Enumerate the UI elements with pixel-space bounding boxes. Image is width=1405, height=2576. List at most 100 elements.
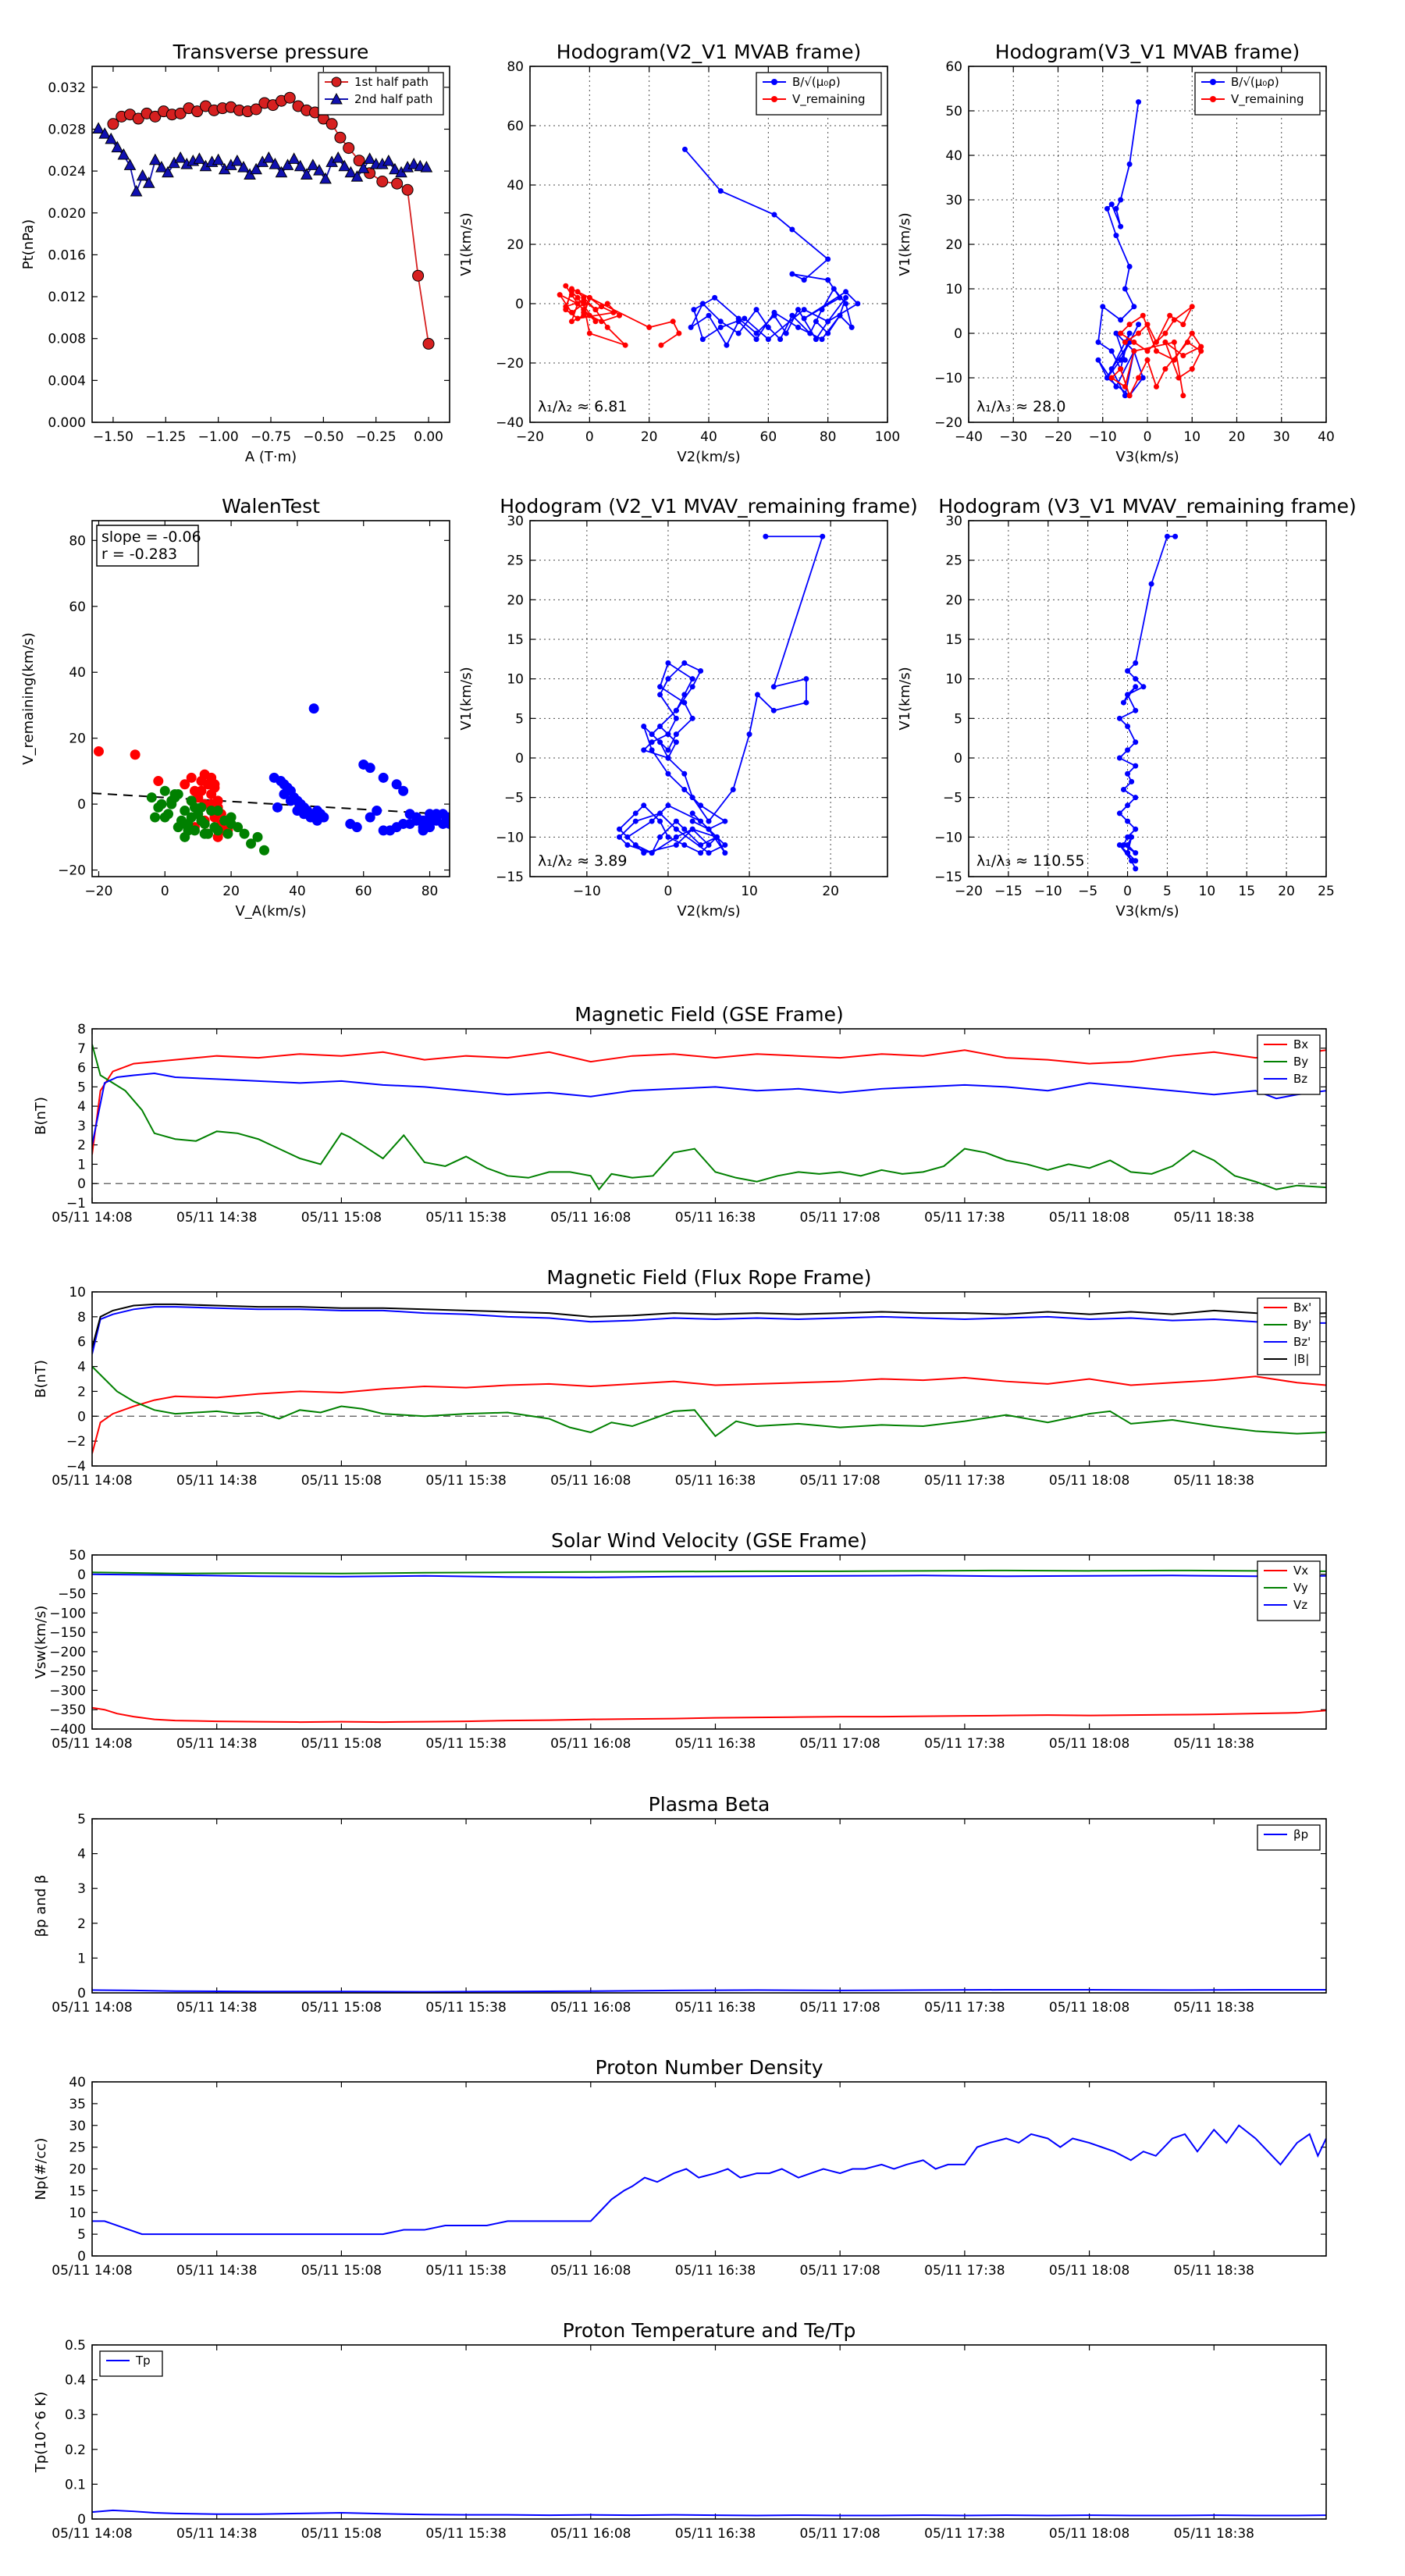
y-axis-label: V1(km/s) [458,212,475,276]
plot-frame [91,1818,1327,1994]
y-tick-label: 0 [515,751,524,767]
data-point [418,825,429,836]
plot-frame [968,520,1327,877]
data-point [92,122,105,133]
x-tick-label: 05/11 15:38 [425,2263,506,2279]
x-tick-label: 0.00 [414,429,443,445]
x-tick-label: 20 [1278,884,1295,899]
stats-line: slope = -0.06 [101,528,201,546]
data-point [581,312,587,318]
data-point [378,825,389,836]
data-point [1140,684,1147,690]
chart-solar_wind_velocity: 05/11 14:08 05/11 14:38 05/11 15:08 05/11 1… [33,1529,1327,1752]
data-point [706,826,712,832]
data-point [754,692,760,698]
x-tick-label: 40 [1318,429,1335,445]
x-tick-label: −15 [994,884,1023,899]
data-point [1120,699,1126,706]
legend-marker [1210,96,1216,102]
data-point [641,850,647,856]
y-tick-label: 0 [77,1176,86,1192]
x-axis-label: V_A(km/s) [235,903,306,920]
data-point [1133,684,1139,690]
y-tick-label: 8 [77,1310,86,1325]
y-tick-label: −20 [934,415,962,431]
legend: B/√(μ₀ρ) V_remaining [756,72,882,116]
data-point [617,312,622,318]
data-point [307,158,319,170]
data-point [1129,858,1135,864]
x-tick-label: 30 [1273,429,1290,445]
y-tick-label: 0.020 [48,206,86,222]
x-tick-label: −10 [1089,429,1117,445]
data-point [681,841,688,848]
data-point [658,342,664,348]
data-point [1108,366,1115,372]
data-point [837,294,843,301]
data-point [1133,763,1139,769]
y-tick-label: −200 [49,1645,86,1660]
data-point [259,845,270,856]
data-point [724,342,730,348]
y-tick-label: 0 [77,797,86,813]
y-tick-label: −4 [66,1459,86,1475]
data-point [159,812,170,823]
data-point [1108,375,1115,381]
data-point [673,731,679,738]
legend-box [1194,72,1321,116]
y-tick-label: 6 [77,1061,86,1076]
x-tick-label: 60 [355,884,372,899]
chart-hodogram_v3v1_mvab: −40 −30 −20 −10 0 10 20 30 40 −20 −10 0 10 20 30 40 50 60… [897,41,1335,465]
data-point [1118,366,1124,372]
data-point [250,103,262,116]
plot-frame [91,2081,1327,2257]
x-tick-label: 0 [161,884,169,899]
data-point [98,127,112,139]
data-point [795,324,801,330]
data-point [1113,233,1119,239]
data-point [783,330,789,336]
data-point [1122,393,1128,399]
data-point [691,307,697,313]
y-tick-label: 0 [515,297,524,312]
y-tick-label: 25 [69,2140,86,2156]
data-point [592,318,599,325]
data-point [789,271,795,277]
data-point [191,105,204,118]
data-point [604,324,610,330]
x-tick-label: 20 [641,429,658,445]
data-point [689,715,695,721]
y-tick-label: 40 [945,148,962,164]
data-point [365,763,375,774]
data-point [252,831,263,842]
plot-frame [91,1291,1327,1467]
x-tick-label: 05/11 17:38 [924,1473,1005,1489]
x-tick-label: 05/11 17:08 [799,1736,880,1752]
data-point [357,162,370,173]
y-tick-label: −300 [49,1683,86,1699]
x-tick-label: 05/11 18:38 [1174,1736,1254,1752]
plot-frame [529,520,888,877]
series-bx [92,1049,1326,1155]
data-point [763,533,769,539]
x-tick-label: 05/11 16:08 [550,1210,631,1226]
data-point [376,176,389,188]
legend: βp [1257,1824,1321,1851]
data-point [1131,304,1137,310]
x-tick-label: −20 [85,884,113,899]
data-point [825,277,831,283]
x-tick-label: 05/11 15:38 [425,1473,506,1489]
data-point [1131,339,1137,345]
data-point [174,107,187,119]
x-tick-label: 100 [875,429,900,445]
series-0 [617,533,826,856]
data-point [382,154,395,166]
series-tp [92,2509,1326,2517]
data-point [753,307,759,313]
data-point [1144,357,1151,363]
y-tick-label: −10 [934,830,962,845]
series-2nd-half-path [92,122,433,197]
y-tick-label: 60 [507,119,524,134]
data-point [676,330,682,336]
data-point [1171,317,1177,323]
